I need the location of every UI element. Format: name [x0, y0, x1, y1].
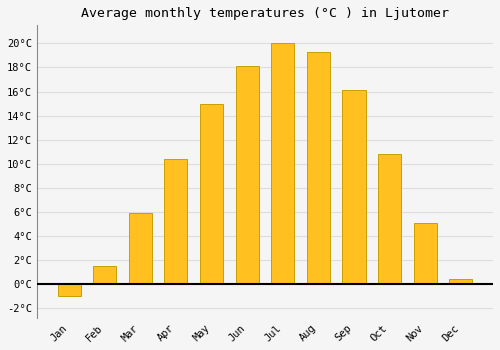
Bar — [164, 159, 188, 284]
Bar — [414, 223, 436, 284]
Bar — [378, 154, 401, 284]
Bar — [58, 284, 80, 296]
Bar — [342, 90, 365, 284]
Title: Average monthly temperatures (°C ) in Ljutomer: Average monthly temperatures (°C ) in Lj… — [81, 7, 449, 20]
Bar — [128, 213, 152, 284]
Bar — [200, 104, 223, 284]
Bar — [449, 279, 472, 284]
Bar — [307, 52, 330, 284]
Bar — [93, 266, 116, 284]
Bar — [271, 43, 294, 284]
Bar — [236, 66, 258, 284]
